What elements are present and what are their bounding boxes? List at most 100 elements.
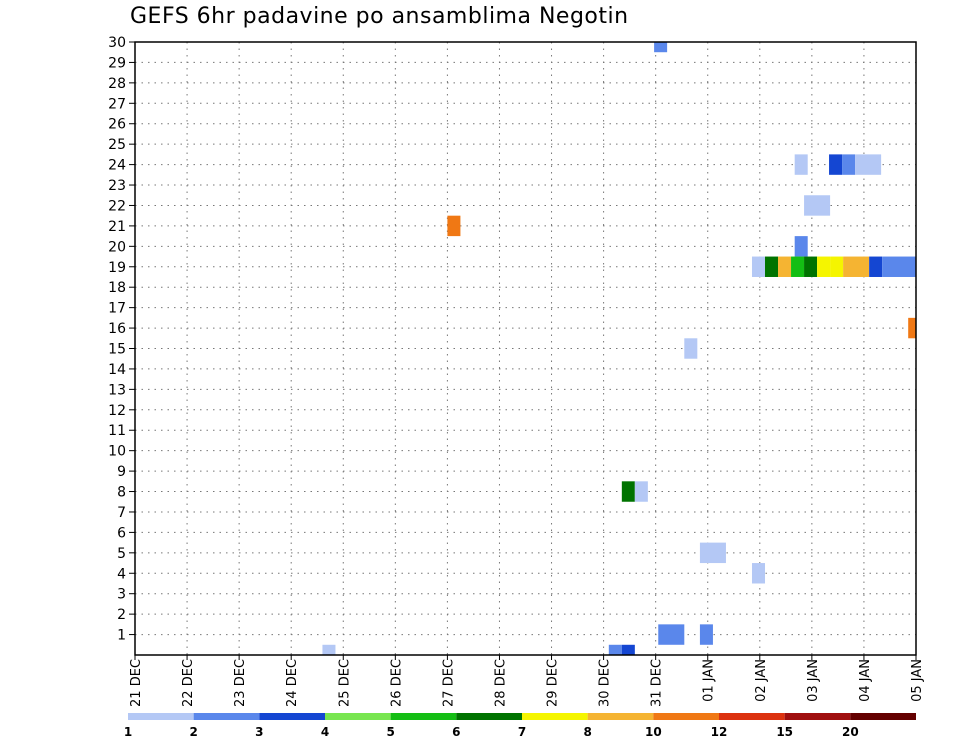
heatmap-cell xyxy=(794,236,808,257)
legend-swatch xyxy=(522,713,588,720)
x-tick-label: 03 JAN xyxy=(806,659,821,702)
y-tick-label: 30 xyxy=(108,35,126,51)
heatmap-cell xyxy=(322,644,336,655)
legend-swatch xyxy=(719,713,785,720)
x-tick-label: 30 DEC xyxy=(598,659,613,707)
legend-label: 12 xyxy=(711,725,728,739)
y-tick-label: 15 xyxy=(108,342,126,358)
y-tick-label: 25 xyxy=(108,137,126,153)
y-tick-label: 2 xyxy=(117,607,126,623)
x-tick-label: 02 JAN xyxy=(754,659,769,702)
heatmap-cell xyxy=(882,256,916,277)
y-tick-label: 28 xyxy=(108,76,126,92)
heatmap-cell xyxy=(751,563,766,584)
heatmap-cell xyxy=(804,195,831,216)
heatmap-cell xyxy=(699,542,726,564)
heatmap-cell xyxy=(804,256,818,277)
x-tick-label: 23 DEC xyxy=(233,659,248,707)
heatmap-cell xyxy=(751,256,766,277)
heatmap-cell xyxy=(634,481,648,502)
color-legend: 1 2 3 4 5 6 7 8 10 12 15 20 xyxy=(124,713,916,739)
heatmap-cell xyxy=(447,215,461,237)
y-tick-label: 19 xyxy=(108,260,126,276)
heatmap-cell xyxy=(794,154,808,175)
legend-label: 15 xyxy=(776,725,793,739)
y-tick-label: 16 xyxy=(108,321,126,337)
x-tick-label: 31 DEC xyxy=(650,659,665,707)
x-axis: 21 DEC 22 DEC 23 DEC 24 DEC 25 DEC 26 DEC 27 D… xyxy=(129,655,925,707)
x-tick-label: 28 DEC xyxy=(493,659,508,707)
legend-swatch xyxy=(128,713,194,720)
legend-swatch xyxy=(390,713,457,720)
legend-swatch xyxy=(193,713,260,720)
y-tick-label: 22 xyxy=(108,198,126,214)
heatmap-cell xyxy=(830,256,844,277)
heatmap-cell xyxy=(658,624,685,645)
legend-label: 5 xyxy=(386,725,394,739)
y-tick-label: 24 xyxy=(108,158,126,174)
legend-swatch xyxy=(259,713,325,720)
chart-title: GEFS 6hr padavine po ansamblima Negotin xyxy=(130,4,629,29)
y-tick-label: 3 xyxy=(117,587,126,603)
heatmap-cell xyxy=(684,338,698,359)
heatmap-cell xyxy=(855,154,882,175)
y-tick-label: 23 xyxy=(108,178,126,194)
x-tick-label: 25 DEC xyxy=(337,659,352,707)
data-cells xyxy=(322,42,916,655)
heatmap-cell xyxy=(791,256,805,277)
heatmap-cell xyxy=(817,256,831,277)
x-tick-label: 26 DEC xyxy=(389,659,404,707)
legend-label: 6 xyxy=(452,725,460,739)
x-tick-label: 01 JAN xyxy=(702,659,717,702)
legend-swatch xyxy=(587,713,654,720)
x-tick-label: 05 JAN xyxy=(910,659,925,702)
legend-label: 3 xyxy=(255,725,263,739)
heatmap-cell xyxy=(654,42,668,53)
y-tick-label: 29 xyxy=(108,55,126,71)
legend-label: 10 xyxy=(645,725,662,739)
heatmap-cell xyxy=(842,154,856,175)
x-tick-label: 22 DEC xyxy=(181,659,196,707)
y-axis: 1234567891011121314151617181920212223242… xyxy=(108,35,135,644)
legend-swatch xyxy=(850,713,916,720)
legend-swatch xyxy=(653,713,719,720)
y-tick-label: 21 xyxy=(108,219,126,235)
y-tick-label: 13 xyxy=(108,382,126,398)
y-tick-label: 12 xyxy=(108,403,126,419)
y-tick-label: 4 xyxy=(117,566,126,582)
y-tick-label: 14 xyxy=(108,362,126,378)
y-tick-label: 7 xyxy=(117,505,126,521)
legend-label: 7 xyxy=(518,725,526,739)
y-tick-label: 1 xyxy=(117,628,126,644)
heatmap-cell xyxy=(829,154,843,175)
y-tick-label: 6 xyxy=(117,525,126,541)
y-tick-label: 18 xyxy=(108,280,126,296)
x-tick-label: 24 DEC xyxy=(285,659,300,707)
heatmap-cell xyxy=(778,256,792,277)
legend-label: 4 xyxy=(321,725,329,739)
legend-swatch xyxy=(784,713,851,720)
heatmap-cell xyxy=(621,644,635,655)
grid-lines xyxy=(135,41,916,655)
y-tick-label: 27 xyxy=(108,96,126,112)
heatmap-cell xyxy=(869,256,883,277)
y-tick-label: 20 xyxy=(108,239,126,255)
y-tick-label: 26 xyxy=(108,117,126,133)
heatmap-cell xyxy=(765,256,779,277)
y-tick-label: 5 xyxy=(117,546,126,562)
legend-label: 20 xyxy=(842,725,859,739)
heatmap-cell xyxy=(621,481,635,502)
legend-swatch xyxy=(325,713,391,720)
x-tick-label: 04 JAN xyxy=(858,659,873,702)
heatmap-cell xyxy=(699,624,713,645)
heatmap-cell xyxy=(608,644,622,655)
y-tick-label: 11 xyxy=(108,423,126,439)
y-tick-label: 9 xyxy=(117,464,126,480)
x-tick-label: 27 DEC xyxy=(441,659,456,707)
legend-swatch xyxy=(456,713,522,720)
heatmap-cell xyxy=(908,317,916,339)
legend-label: 1 xyxy=(124,725,132,739)
heatmap-cell xyxy=(843,256,870,277)
